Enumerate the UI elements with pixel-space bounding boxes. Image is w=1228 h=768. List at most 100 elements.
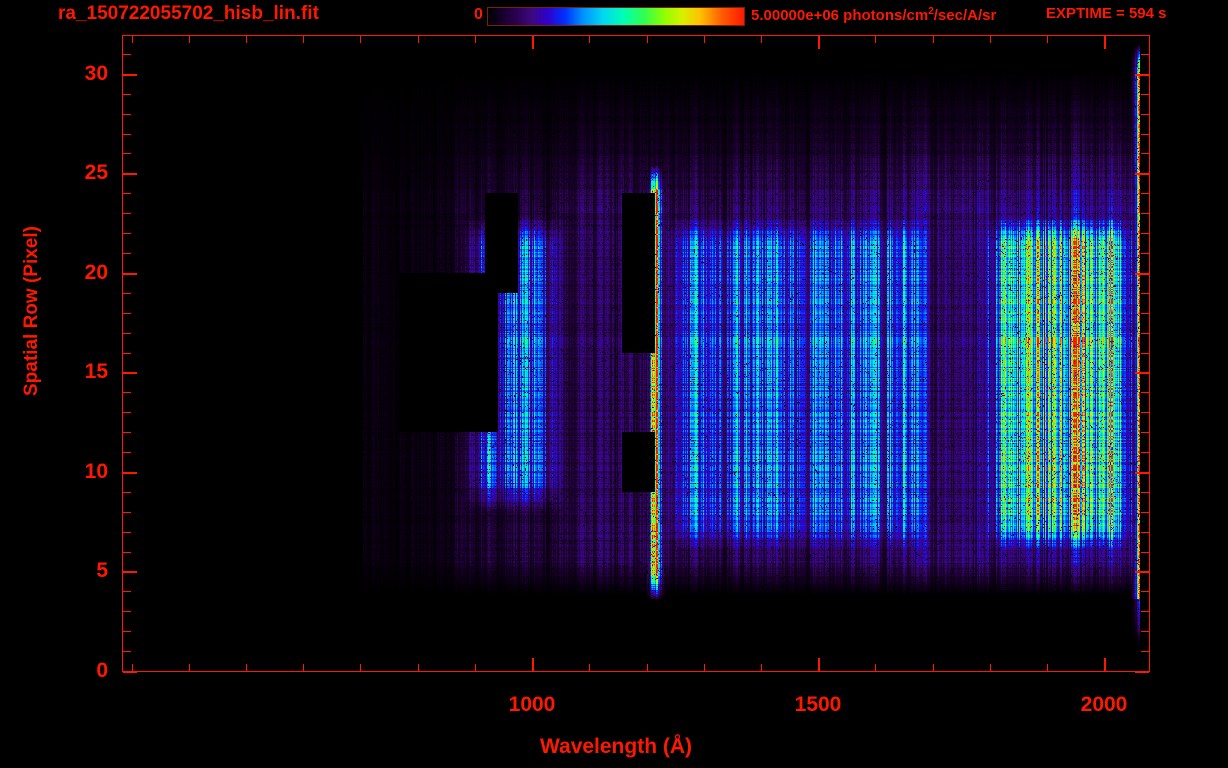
x-minor-tick-top xyxy=(189,36,190,43)
plot-frame xyxy=(122,35,1150,672)
y-tick-label: 15 xyxy=(84,360,108,383)
y-tick-label: 25 xyxy=(84,161,108,184)
y-minor-tick-right xyxy=(1141,193,1149,194)
y-minor-tick-right xyxy=(1141,591,1149,592)
y-minor-tick xyxy=(123,213,131,214)
x-minor-tick-top xyxy=(875,36,876,43)
colorbar-max-label: 5.00000e+06 photons/cm2/sec/A/sr xyxy=(751,6,997,24)
y-minor-tick-right xyxy=(1141,94,1149,95)
y-tick-label: 0 xyxy=(96,659,108,682)
x-major-tick-top xyxy=(1104,36,1106,49)
x-minor-tick xyxy=(303,664,304,671)
y-minor-tick xyxy=(123,253,131,254)
x-minor-tick-top xyxy=(990,36,991,43)
x-minor-tick xyxy=(990,664,991,671)
spectral-canvas xyxy=(123,36,1149,671)
x-tick-label: 2000 xyxy=(1080,693,1128,716)
colorbar-units-post: /sec/A/sr xyxy=(933,7,997,24)
x-minor-tick-top xyxy=(589,36,590,43)
x-minor-tick-top xyxy=(475,36,476,43)
x-minor-tick-top xyxy=(933,36,934,43)
y-minor-tick xyxy=(123,552,131,553)
y-major-tick xyxy=(123,173,137,175)
y-minor-tick-right xyxy=(1141,213,1149,214)
y-minor-tick-right xyxy=(1141,353,1149,354)
page-title: ra_150722055702_hisb_lin.fit xyxy=(58,3,319,24)
x-minor-tick-top xyxy=(1047,36,1048,43)
x-minor-tick xyxy=(246,664,247,671)
y-minor-tick xyxy=(123,54,131,55)
y-minor-tick-right xyxy=(1141,651,1149,652)
y-major-tick xyxy=(123,571,137,573)
x-tick-label: 1000 xyxy=(508,693,556,716)
y-minor-tick-right xyxy=(1141,392,1149,393)
y-minor-tick xyxy=(123,134,131,135)
y-minor-tick xyxy=(123,313,131,314)
y-minor-tick xyxy=(123,452,131,453)
y-minor-tick-right xyxy=(1141,54,1149,55)
y-minor-tick xyxy=(123,532,131,533)
y-major-tick-right xyxy=(1135,372,1149,374)
colorbar-units-pre: photons/cm xyxy=(839,7,929,24)
y-minor-tick-right xyxy=(1141,253,1149,254)
x-axis-title: Wavelength (Å) xyxy=(539,735,693,758)
y-minor-tick-right xyxy=(1141,512,1149,513)
y-minor-tick xyxy=(123,293,131,294)
x-minor-tick xyxy=(589,664,590,671)
y-minor-tick xyxy=(123,492,131,493)
y-minor-tick-right xyxy=(1141,412,1149,413)
y-minor-tick-right xyxy=(1141,432,1149,433)
x-minor-tick xyxy=(875,664,876,671)
x-minor-tick xyxy=(475,664,476,671)
y-major-tick xyxy=(123,273,137,275)
y-minor-tick xyxy=(123,432,131,433)
x-major-tick-top xyxy=(818,36,820,49)
y-minor-tick-right xyxy=(1141,492,1149,493)
y-tick-label: 30 xyxy=(84,62,108,85)
colorbar-min-label: 0 xyxy=(474,6,483,23)
y-minor-tick xyxy=(123,611,131,612)
y-minor-tick-right xyxy=(1141,452,1149,453)
y-tick-label: 5 xyxy=(96,559,108,582)
y-major-tick-right xyxy=(1135,273,1149,275)
y-major-tick-right xyxy=(1135,173,1149,175)
x-minor-tick xyxy=(132,664,133,671)
y-minor-tick xyxy=(123,412,131,413)
y-minor-tick xyxy=(123,651,131,652)
y-major-tick xyxy=(123,74,137,76)
y-minor-tick xyxy=(123,353,131,354)
y-minor-tick xyxy=(123,153,131,154)
x-major-tick-top xyxy=(532,36,534,49)
x-minor-tick xyxy=(189,664,190,671)
y-major-tick xyxy=(123,671,137,673)
y-tick-label: 20 xyxy=(84,261,108,284)
x-minor-tick-top xyxy=(132,36,133,43)
colorbar-units-exponent: 2 xyxy=(928,6,934,17)
y-minor-tick-right xyxy=(1141,631,1149,632)
y-major-tick-right xyxy=(1135,571,1149,573)
y-minor-tick-right xyxy=(1141,153,1149,154)
x-major-tick xyxy=(532,658,534,671)
y-minor-tick-right xyxy=(1141,293,1149,294)
y-axis-title: Spatial Row (Pixel) xyxy=(21,226,42,396)
colorbar-gradient xyxy=(487,7,745,26)
x-minor-tick-top xyxy=(761,36,762,43)
y-minor-tick xyxy=(123,512,131,513)
y-minor-tick-right xyxy=(1141,552,1149,553)
x-minor-tick xyxy=(933,664,934,671)
x-major-tick xyxy=(818,658,820,671)
y-major-tick-right xyxy=(1135,671,1149,673)
x-minor-tick-top xyxy=(418,36,419,43)
y-minor-tick xyxy=(123,114,131,115)
y-minor-tick-right xyxy=(1141,114,1149,115)
y-minor-tick-right xyxy=(1141,333,1149,334)
y-major-tick xyxy=(123,372,137,374)
y-minor-tick-right xyxy=(1141,313,1149,314)
colorbar-max-value: 5.00000e+06 xyxy=(751,7,840,24)
x-minor-tick xyxy=(761,664,762,671)
y-minor-tick-right xyxy=(1141,134,1149,135)
x-minor-tick xyxy=(647,664,648,671)
x-minor-tick xyxy=(418,664,419,671)
y-major-tick xyxy=(123,472,137,474)
